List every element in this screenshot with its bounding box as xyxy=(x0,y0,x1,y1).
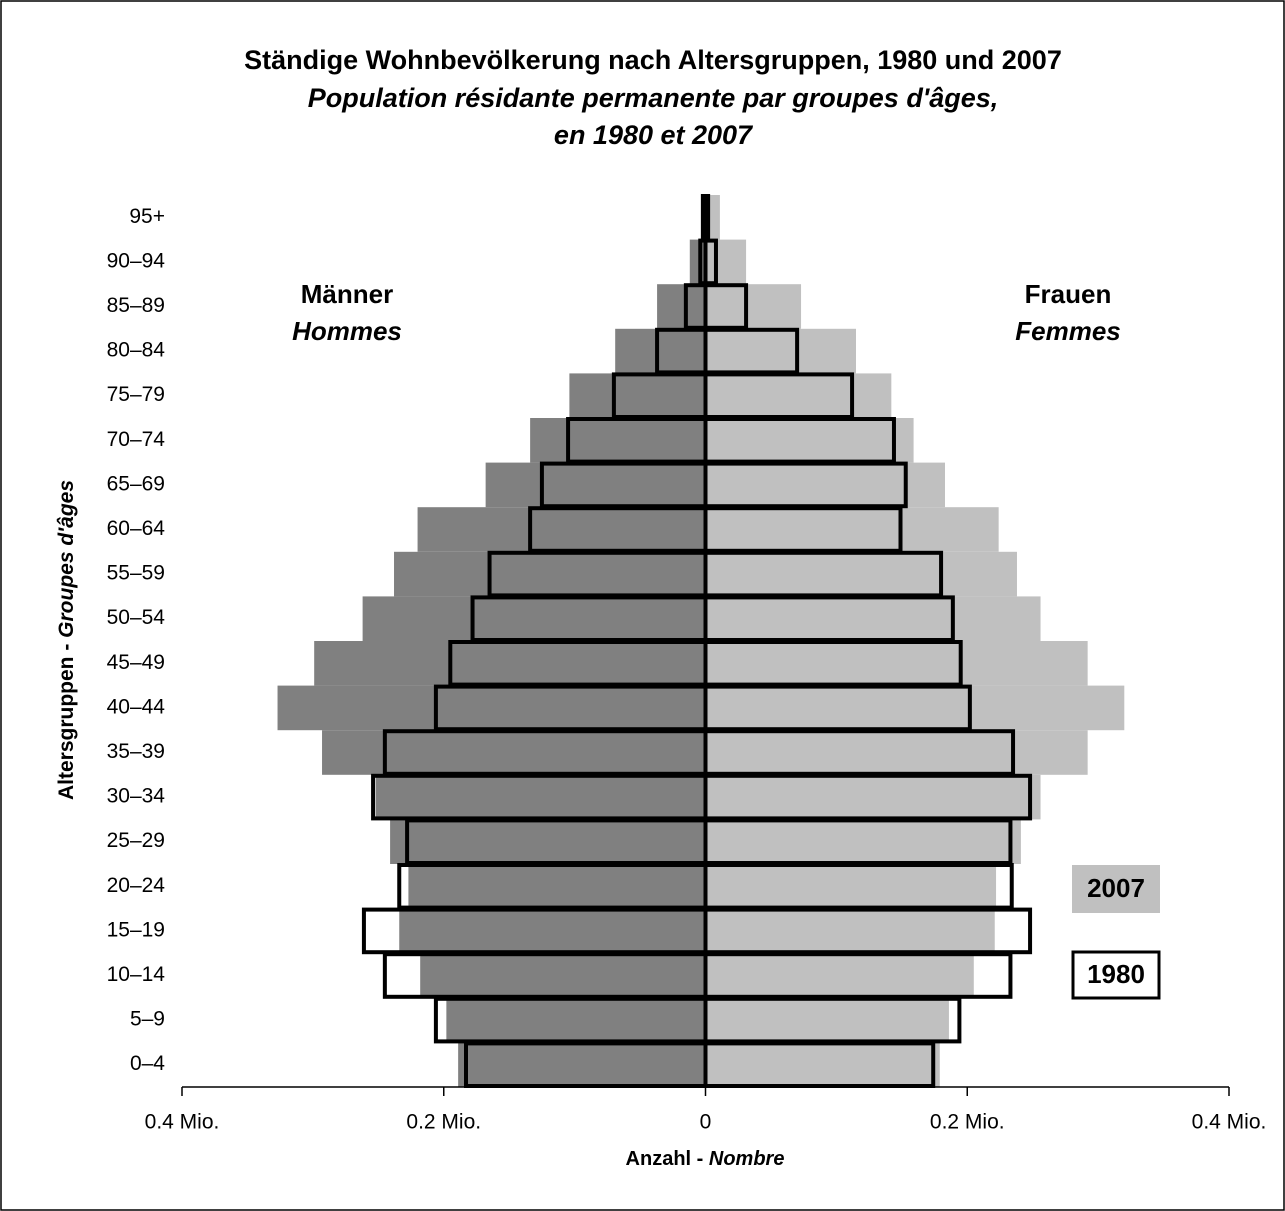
men-label: Hommes xyxy=(292,316,402,346)
bar xyxy=(705,997,949,1043)
bar xyxy=(705,641,1088,686)
bar xyxy=(615,328,706,374)
y-tick-label: 70–74 xyxy=(107,428,166,451)
chart-title: Ständige Wohnbevölkerung nach Altersgrup… xyxy=(244,45,1062,75)
bar xyxy=(689,239,706,285)
chart-subtitle: Population résidante permanente par grou… xyxy=(308,83,999,113)
y-tick-label: 85–89 xyxy=(107,294,165,317)
y-tick-label: 5–9 xyxy=(130,1008,165,1031)
bar xyxy=(446,997,706,1043)
bar xyxy=(420,953,706,998)
bar xyxy=(705,507,999,552)
bar xyxy=(530,418,706,463)
bar xyxy=(705,685,1125,731)
legend-swatch xyxy=(1072,865,1160,913)
legend-label: 1980 xyxy=(1087,959,1145,989)
x-tick-label: 0.2 Mio. xyxy=(930,1111,1005,1134)
bar xyxy=(375,774,706,820)
x-axis-title: Anzahl - Nombre xyxy=(626,1148,785,1170)
chart-subtitle: en 1980 et 2007 xyxy=(554,120,754,150)
women-label: Frauen xyxy=(1025,279,1112,309)
bar xyxy=(705,864,997,909)
bar xyxy=(322,730,706,775)
men-label: Männer xyxy=(301,279,393,309)
y-tick-label: 50–54 xyxy=(107,606,166,629)
bar xyxy=(394,551,706,597)
legend-swatch xyxy=(1071,950,1161,1000)
bar xyxy=(705,551,1017,597)
bar xyxy=(705,462,946,508)
bar xyxy=(408,864,706,909)
y-tick-label: 90–94 xyxy=(107,249,166,272)
bar xyxy=(705,373,892,418)
y-tick-label: 0–4 xyxy=(130,1052,165,1075)
bar xyxy=(705,596,1041,641)
x-tick-label: 0 xyxy=(700,1111,712,1134)
legend-label: 2007 xyxy=(1087,873,1145,903)
y-tick-label: 10–14 xyxy=(107,963,166,986)
bar xyxy=(705,328,857,374)
y-tick-label: 15–19 xyxy=(107,918,165,941)
bar xyxy=(705,239,747,285)
x-axis-title-fr: Nombre xyxy=(709,1148,785,1170)
y-tick-label: 40–44 xyxy=(107,695,166,718)
x-tick-label: 0.2 Mio. xyxy=(406,1111,481,1134)
y-tick-label: 30–34 xyxy=(107,785,166,808)
y-axis-title-fr: Groupes d'âges xyxy=(55,480,78,638)
y-tick-label: 25–29 xyxy=(107,829,165,852)
bar xyxy=(705,284,802,329)
bar xyxy=(705,908,995,954)
y-tick-label: 75–79 xyxy=(107,383,165,406)
y-tick-label: 45–49 xyxy=(107,651,165,674)
bar xyxy=(399,908,706,954)
bar xyxy=(705,1042,940,1087)
y-tick-label: 55–59 xyxy=(107,562,165,585)
bar xyxy=(705,730,1088,775)
x-axis-title-de: Anzahl - xyxy=(626,1148,704,1170)
bar xyxy=(390,819,706,864)
y-tick-label: 95+ xyxy=(129,205,165,228)
bar xyxy=(705,819,1021,864)
x-tick-label: 0.4 Mio. xyxy=(1192,1111,1267,1134)
bar xyxy=(458,1042,706,1087)
bar xyxy=(705,953,974,998)
bar xyxy=(657,284,706,329)
y-tick-label: 20–24 xyxy=(107,874,166,897)
x-tick-label: 0.4 Mio. xyxy=(145,1111,220,1134)
bar xyxy=(277,685,706,731)
bar xyxy=(705,418,914,463)
y-tick-label: 80–84 xyxy=(107,339,166,362)
y-axis-title: Altersgruppen - Groupes d'âges xyxy=(55,480,78,800)
bar xyxy=(417,507,706,552)
bar xyxy=(485,462,706,508)
bar xyxy=(705,774,1041,820)
bar xyxy=(362,596,706,641)
bar xyxy=(314,641,706,686)
women-label: Femmes xyxy=(1015,316,1121,346)
y-tick-label: 60–64 xyxy=(107,517,166,540)
y-axis-title-de: Altersgruppen - xyxy=(55,644,78,800)
bar xyxy=(569,373,706,418)
y-tick-label: 65–69 xyxy=(107,472,165,495)
y-tick-label: 35–39 xyxy=(107,740,165,763)
